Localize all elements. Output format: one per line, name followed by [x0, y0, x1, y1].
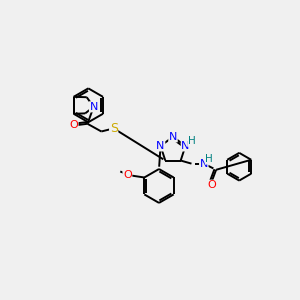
Text: N: N	[169, 132, 177, 142]
Text: H: H	[188, 136, 196, 146]
Text: N: N	[89, 102, 98, 112]
Text: S: S	[110, 122, 118, 135]
Text: O: O	[207, 180, 216, 190]
Text: O: O	[69, 120, 78, 130]
Text: H: H	[205, 154, 213, 164]
Text: N: N	[200, 159, 208, 169]
Text: N: N	[181, 141, 190, 151]
Text: O: O	[123, 170, 132, 180]
Text: N: N	[156, 141, 165, 151]
